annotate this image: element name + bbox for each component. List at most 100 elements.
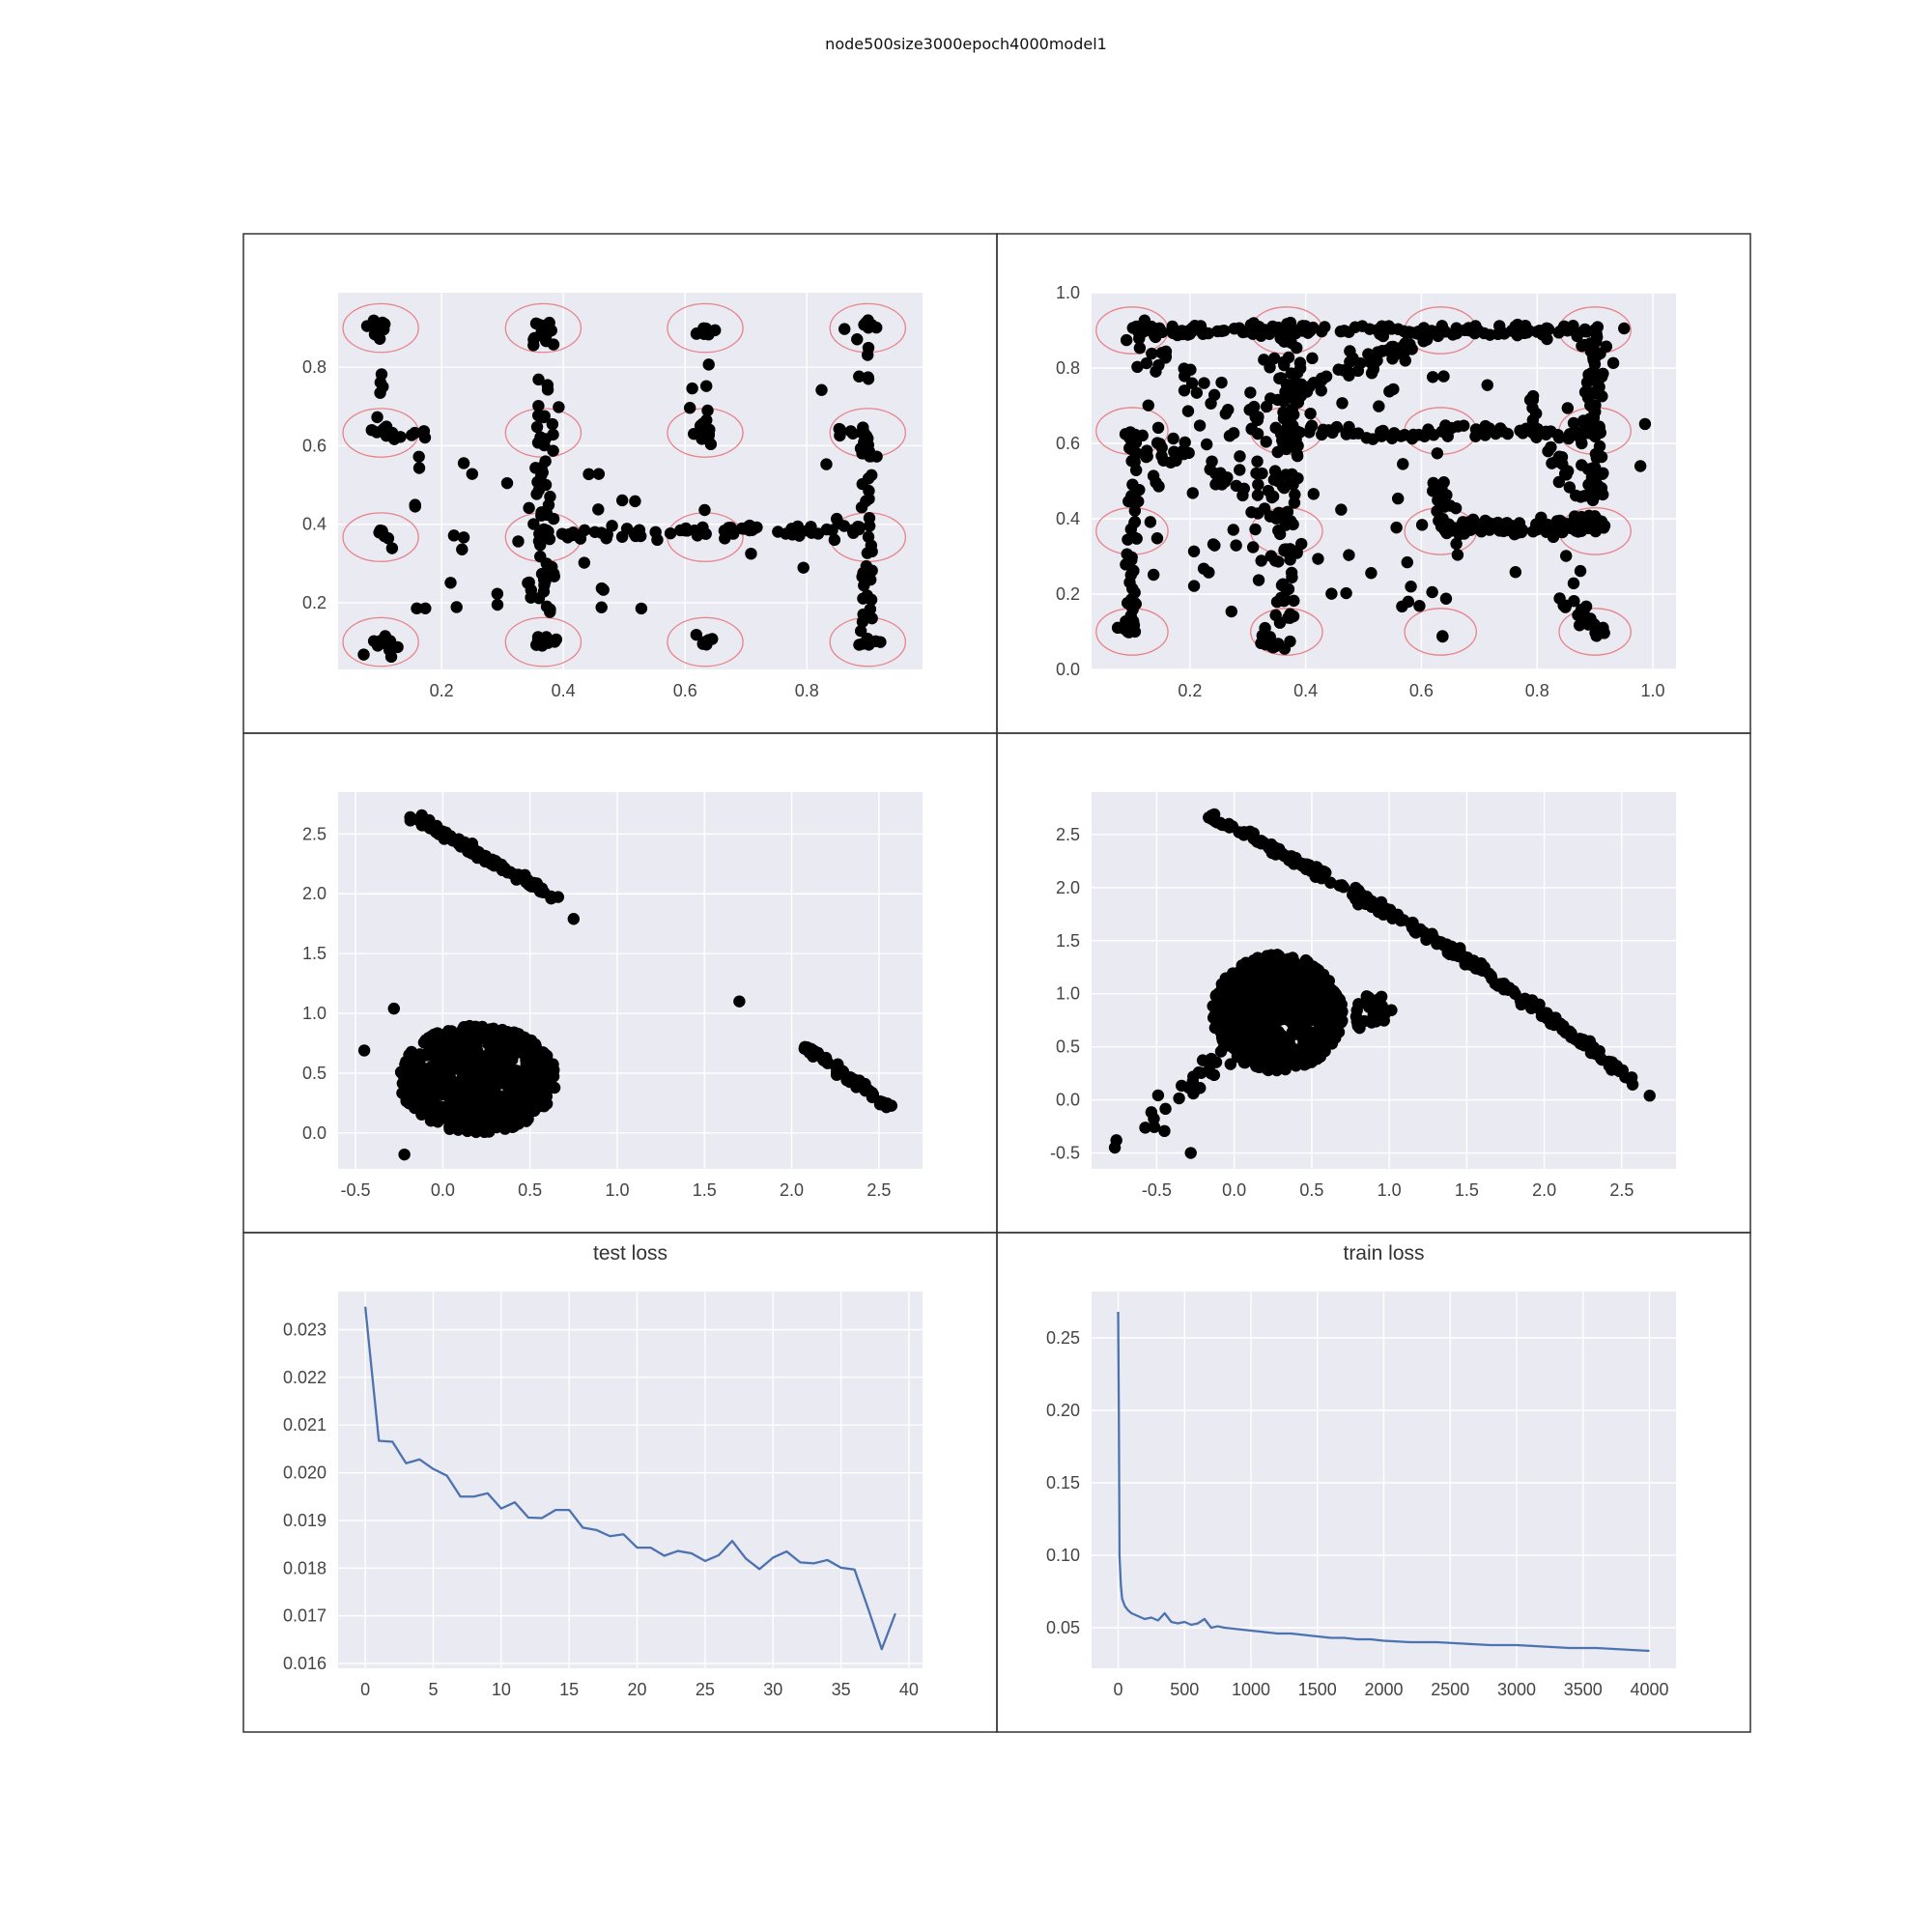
scatter-point [531,437,545,449]
scatter-point [538,1099,551,1113]
x-tick-label: 0.6 [1409,681,1434,700]
scatter-point [1251,455,1264,468]
y-tick-label: 1.5 [302,944,327,963]
x-tick-label: 1.5 [693,1180,717,1200]
scatter-point [1343,420,1355,434]
scatter-point [1267,352,1281,365]
y-tick-label: 2.5 [302,824,327,843]
scatter-point [861,608,873,621]
scatter-point [1618,322,1631,335]
scatter-point [1532,325,1546,337]
y-tick-label: 0.019 [283,1511,327,1530]
scatter-point [1582,522,1595,535]
scatter-point [1159,351,1173,363]
scatter-point [1131,495,1145,508]
scatter-point [1553,325,1567,338]
scatter-point [844,425,857,438]
scatter-point [1458,419,1470,432]
scatter-point [1290,1024,1302,1037]
x-tick-label: 2.0 [780,1180,804,1200]
scatter-point [1210,1019,1223,1033]
scatter-point [745,547,757,560]
scatter-point [527,1064,541,1076]
scatter-point [690,628,703,641]
scatter-point [1228,967,1241,980]
scatter-point [1274,957,1288,970]
scatter-point [1468,327,1481,340]
x-tick-label: 0.4 [552,681,576,700]
scatter-point [543,316,555,329]
y-tick-label: 2.0 [302,884,327,903]
scatter-point [1233,826,1245,838]
scatter-point [828,533,841,547]
scatter-point [597,583,610,596]
reference-circle [667,616,744,668]
scatter-point [500,476,514,490]
scatter-point [1234,464,1246,476]
scatter-point [1176,325,1188,337]
scatter-point [1288,594,1300,608]
scatter-point [1549,455,1563,468]
scatter-point [412,450,425,463]
scatter-point [1157,454,1170,467]
scatter-point [1585,367,1598,380]
scatter-point [507,1030,520,1042]
scatter-point [699,322,713,335]
scatter-point [1598,520,1611,532]
x-tick-label: 2500 [1431,1680,1469,1699]
x-tick-label: 1.0 [1378,1180,1402,1200]
scatter-point [1588,510,1602,523]
scatter-point [1284,608,1296,620]
scatter-point [1502,983,1515,996]
scatter-point [1200,438,1213,451]
y-tick-label: 1.0 [1056,984,1080,1004]
scatter-point [1479,429,1492,441]
scatter-point [429,1080,441,1093]
scatter-point [1258,502,1271,515]
scatter-point [357,1044,371,1057]
scatter-point [1144,516,1157,528]
scatter-point [357,648,370,661]
scatter-point [1290,1060,1302,1072]
scatter-point [1146,347,1158,360]
scatter-point [1142,399,1154,412]
scatter-point [1415,519,1429,531]
scatter-point [378,323,390,336]
scatter-point [1385,1004,1398,1016]
scatter-point [1594,426,1606,440]
y-tick-label: 0.15 [1046,1473,1080,1492]
scatter-point [506,1050,520,1063]
scatter-point [862,472,875,485]
scatter-point [838,323,851,335]
scatter-point [1589,406,1602,418]
scatter-point [880,1100,893,1114]
scatter-point [1568,594,1580,608]
scatter-point [1123,441,1136,455]
scatter-point [1123,426,1137,439]
scatter-point [1296,1010,1310,1024]
x-tick-label: 0.2 [1178,681,1202,700]
scatter-point [531,634,545,646]
scatter-point [1122,533,1134,546]
scatter-point [1215,376,1228,389]
scatter-point [1140,356,1153,370]
x-tick-label: 35 [832,1680,851,1699]
scatter-point [838,520,851,532]
scatter-point [1310,962,1322,975]
chart-3: -0.5 0.0 0.5 1.0 1.5 2.0 2.5 0.0 0.5 1.0 1.5 2.0 2.5 [302,792,923,1200]
scatter-point [1300,858,1314,870]
scatter-point [1450,537,1463,551]
scatter-point [595,601,608,613]
scatter-point [1427,429,1440,441]
scatter-point [463,1077,476,1091]
y-tick-label: 0.016 [283,1654,327,1673]
x-tick-label: 0.0 [1222,1180,1246,1200]
plot-marks [357,809,898,1161]
y-tick-label: 0.25 [1046,1328,1080,1348]
scatter-point [1265,1013,1279,1027]
scatter-point [1397,458,1409,470]
scatter-point [1587,466,1600,478]
scatter-point [615,530,629,543]
scatter-point [1120,333,1133,347]
scatter-point [444,577,457,589]
